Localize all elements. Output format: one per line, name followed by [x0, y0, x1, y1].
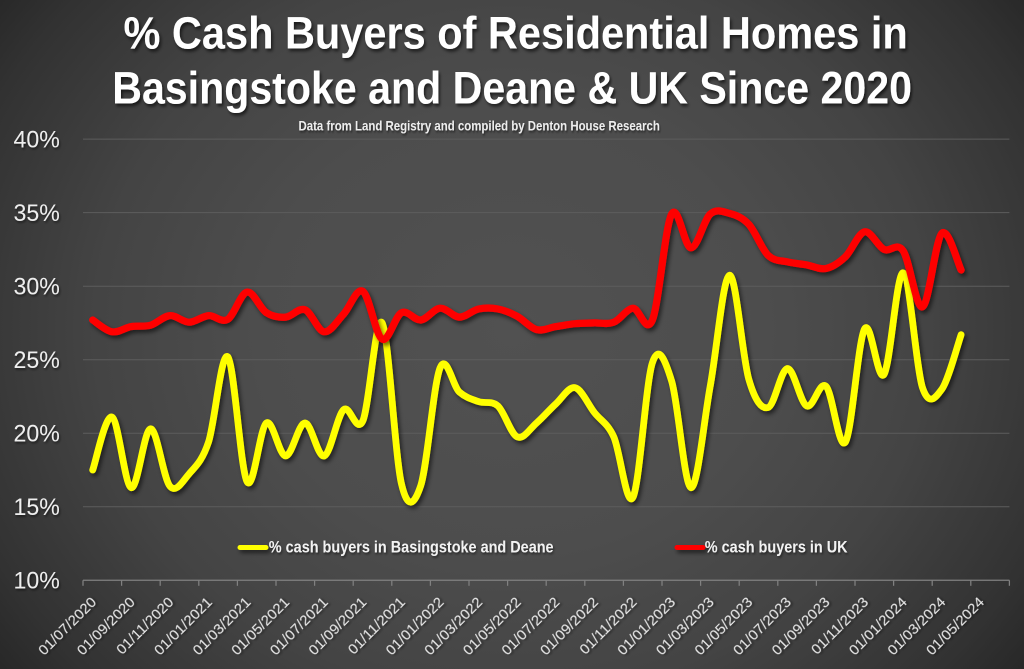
svg-text:% cash buyers in Basingstoke a: % cash buyers in Basingstoke and Deane [269, 538, 554, 556]
svg-text:20%: 20% [13, 420, 59, 446]
svg-text:Data from Land Registry and co: Data from Land Registry and compiled by … [298, 117, 659, 133]
svg-text:30%: 30% [13, 273, 59, 299]
svg-text:35%: 35% [13, 200, 59, 226]
svg-text:25%: 25% [13, 347, 59, 373]
svg-text:10%: 10% [13, 567, 59, 593]
svg-text:15%: 15% [13, 494, 59, 520]
svg-text:% Cash Buyers of Residential H: % Cash Buyers of Residential Homes in [123, 9, 907, 59]
svg-text:40%: 40% [13, 126, 59, 152]
svg-text:% cash buyers in UK: % cash buyers in UK [705, 538, 849, 556]
svg-text:Basingstoke and Deane & UK Sin: Basingstoke and Deane & UK Since 2020 [112, 64, 912, 114]
